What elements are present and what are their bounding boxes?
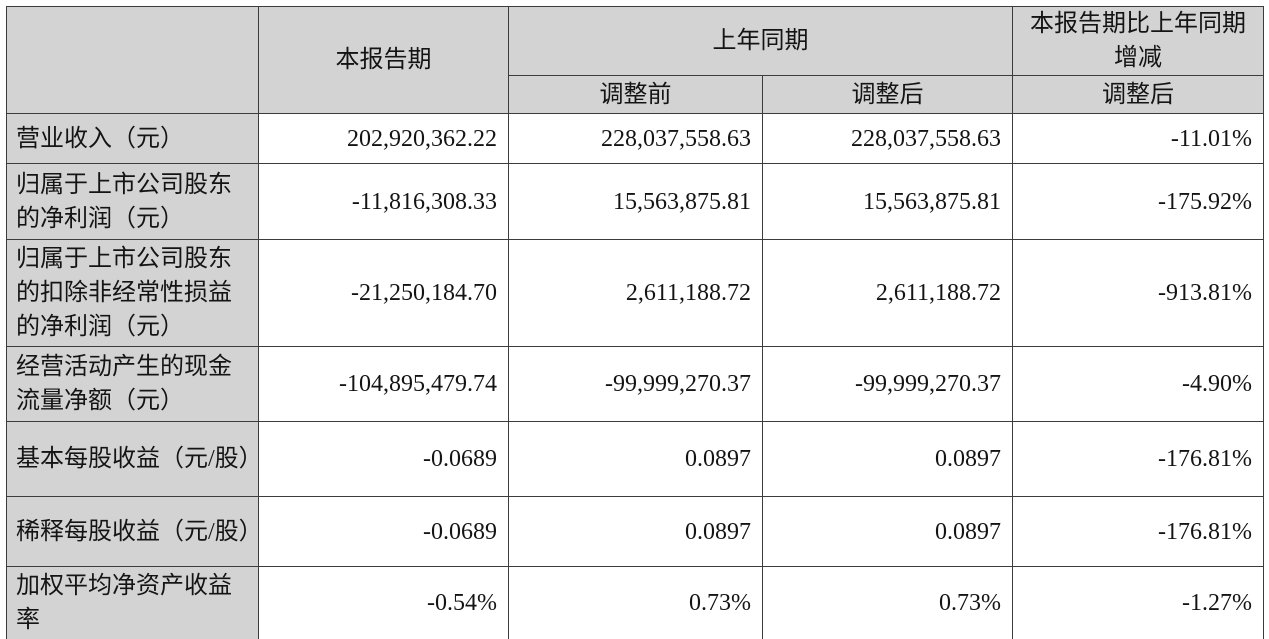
change-percent-cell: -4.90% [1012,346,1264,422]
table-row: 稀释每股收益（元/股） -0.0689 0.0897 0.0897 -176.8… [6,496,1264,567]
prior-before-adjustment-value-cell: 0.0897 [508,496,763,567]
change-percent-cell: -1.27% [1012,566,1264,639]
table-row: 加权平均净资产收益率 -0.54% 0.73% 0.73% -1.27% [6,566,1264,639]
header-current-period: 本报告期 [258,6,509,114]
row-label-cell: 归属于上市公司股东的扣除非经常性损益的净利润（元） [6,239,259,347]
table-row: 基本每股收益（元/股） -0.0689 0.0897 0.0897 -176.8… [6,421,1264,497]
header-prior-before-adjustment: 调整前 [508,75,763,114]
change-percent-cell: -11.01% [1012,113,1264,164]
current-period-value-cell: -0.0689 [258,496,509,567]
prior-before-adjustment-value-cell: -99,999,270.37 [508,346,763,422]
header-sub-row: 调整前 调整后 调整后 [7,75,1264,114]
table-body: 营业收入（元） 202,920,362.22 228,037,558.63 22… [6,113,1264,639]
prior-before-adjustment-value-cell: 228,037,558.63 [508,113,763,164]
prior-after-adjustment-value-cell: 0.73% [762,566,1013,639]
row-label-cell: 基本每股收益（元/股） [6,421,259,497]
header-change-group: 本报告期比上年同期增减 [1012,6,1264,76]
prior-after-adjustment-value-cell: 15,563,875.81 [762,163,1013,240]
header-group-row: 本报告期 上年同期 本报告期比上年同期增减 [6,6,1264,114]
current-period-value-cell: -11,816,308.33 [258,163,509,240]
table-row: 经营活动产生的现金流量净额（元） -104,895,479.74 -99,999… [6,346,1264,422]
table-row: 营业收入（元） 202,920,362.22 228,037,558.63 22… [6,113,1264,164]
prior-before-adjustment-value-cell: 0.0897 [508,421,763,497]
current-period-value-cell: 202,920,362.22 [258,113,509,164]
header-prior-after-adjustment: 调整后 [762,75,1013,114]
change-percent-cell: -175.92% [1012,163,1264,240]
prior-after-adjustment-value-cell: -99,999,270.37 [762,346,1013,422]
corner-cell [6,6,259,114]
table-row: 归属于上市公司股东的净利润（元） -11,816,308.33 15,563,8… [6,163,1264,240]
prior-before-adjustment-value-cell: 0.73% [508,566,763,639]
current-period-value-cell: -0.54% [258,566,509,639]
prior-after-adjustment-value-cell: 0.0897 [762,421,1013,497]
row-label-cell: 营业收入（元） [6,113,259,164]
row-label-cell: 经营活动产生的现金流量净额（元） [6,346,259,422]
financial-summary-table: 本报告期 上年同期 本报告期比上年同期增减 调整前 调整后 调整后 营业收入（元… [6,6,1264,639]
change-percent-cell: -176.81% [1012,496,1264,567]
table-header: 本报告期 上年同期 本报告期比上年同期增减 调整前 调整后 调整后 [6,6,1264,114]
prior-after-adjustment-value-cell: 0.0897 [762,496,1013,567]
change-percent-cell: -176.81% [1012,421,1264,497]
current-period-value-cell: -104,895,479.74 [258,346,509,422]
row-label-cell: 归属于上市公司股东的净利润（元） [6,163,259,240]
header-prior-period-group: 上年同期 [508,6,1013,76]
current-period-value-cell: -21,250,184.70 [258,239,509,347]
row-label-cell: 稀释每股收益（元/股） [6,496,259,567]
prior-before-adjustment-value-cell: 15,563,875.81 [508,163,763,240]
table-row: 归属于上市公司股东的扣除非经常性损益的净利润（元） -21,250,184.70… [6,239,1264,347]
prior-after-adjustment-value-cell: 228,037,558.63 [762,113,1013,164]
prior-after-adjustment-value-cell: 2,611,188.72 [762,239,1013,347]
current-period-value-cell: -0.0689 [258,421,509,497]
prior-before-adjustment-value-cell: 2,611,188.72 [508,239,763,347]
change-percent-cell: -913.81% [1012,239,1264,347]
header-change-after-adjustment: 调整后 [1012,75,1264,114]
row-label-cell: 加权平均净资产收益率 [6,566,259,639]
